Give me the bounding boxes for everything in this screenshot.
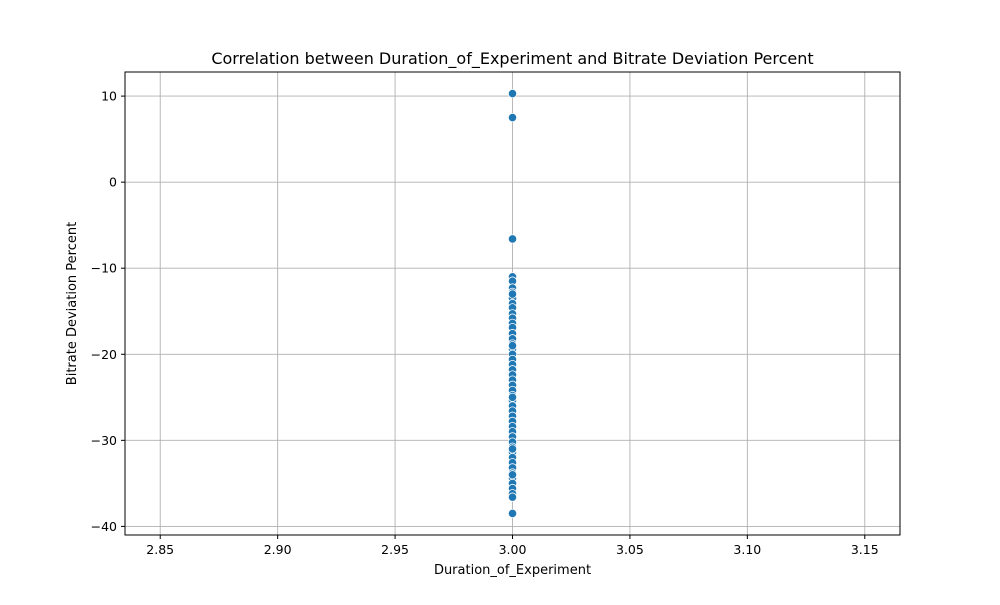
axis-ticks: 2.85 2.90 2.95 3.00 3.05 3.10 3.15 10 0 −10 −20 −30… — [91, 89, 879, 557]
data-point — [507, 392, 518, 402]
data-point — [507, 444, 518, 454]
grid-lines — [125, 72, 900, 535]
x-tick-label: 2.85 — [146, 542, 174, 557]
x-tick-label: 3.15 — [851, 542, 879, 557]
chart-title: Correlation between Duration_of_Experime… — [211, 49, 813, 69]
y-axis-label: Bitrate Deviation Percent — [65, 222, 80, 385]
data-point — [507, 492, 518, 502]
y-tick-label: −10 — [91, 261, 117, 276]
data-point — [507, 508, 518, 519]
y-tick-label: 0 — [109, 175, 117, 190]
x-tick-label: 3.10 — [733, 542, 761, 557]
y-tick-label: −40 — [91, 519, 117, 534]
data-point — [507, 88, 518, 99]
data-point — [507, 113, 518, 123]
x-tick-label: 2.95 — [381, 542, 409, 557]
data-points — [507, 88, 518, 519]
x-axis-label: Duration_of_Experiment — [434, 563, 591, 578]
data-point — [507, 289, 518, 299]
x-tick-label: 3.05 — [616, 542, 644, 557]
y-tick-label: −30 — [91, 433, 117, 448]
data-point — [507, 470, 518, 480]
y-tick-label: 10 — [101, 89, 117, 104]
data-point — [507, 341, 518, 351]
data-point — [507, 234, 518, 244]
x-tick-label: 3.00 — [499, 542, 527, 557]
x-tick-label: 2.90 — [264, 542, 292, 557]
y-tick-label: −20 — [91, 347, 117, 362]
